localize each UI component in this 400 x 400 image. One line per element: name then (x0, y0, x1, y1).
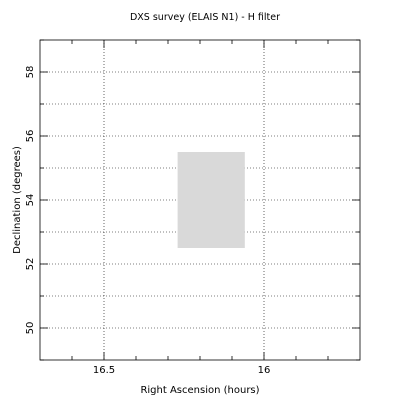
coverage-regions (177, 152, 245, 248)
x-tick-label: 16 (258, 365, 271, 376)
y-tick-label: 50 (25, 322, 36, 335)
y-tick-label: 58 (25, 66, 36, 79)
y-tick-label: 52 (25, 258, 36, 271)
chart-title: DXS survey (ELAIS N1) - H filter (130, 12, 280, 23)
y-tick-label: 56 (25, 130, 36, 143)
coverage-region (177, 152, 245, 248)
y-tick-label: 54 (25, 194, 36, 207)
axis-tick-labels: 16.5 16 50 52 54 56 58 (25, 66, 270, 376)
x-tick-label: 16.5 (93, 365, 115, 376)
x-axis-label: Right Ascension (hours) (140, 385, 259, 396)
y-axis-label: Declination (degrees) (12, 146, 23, 254)
axis-ticks (40, 39, 360, 361)
